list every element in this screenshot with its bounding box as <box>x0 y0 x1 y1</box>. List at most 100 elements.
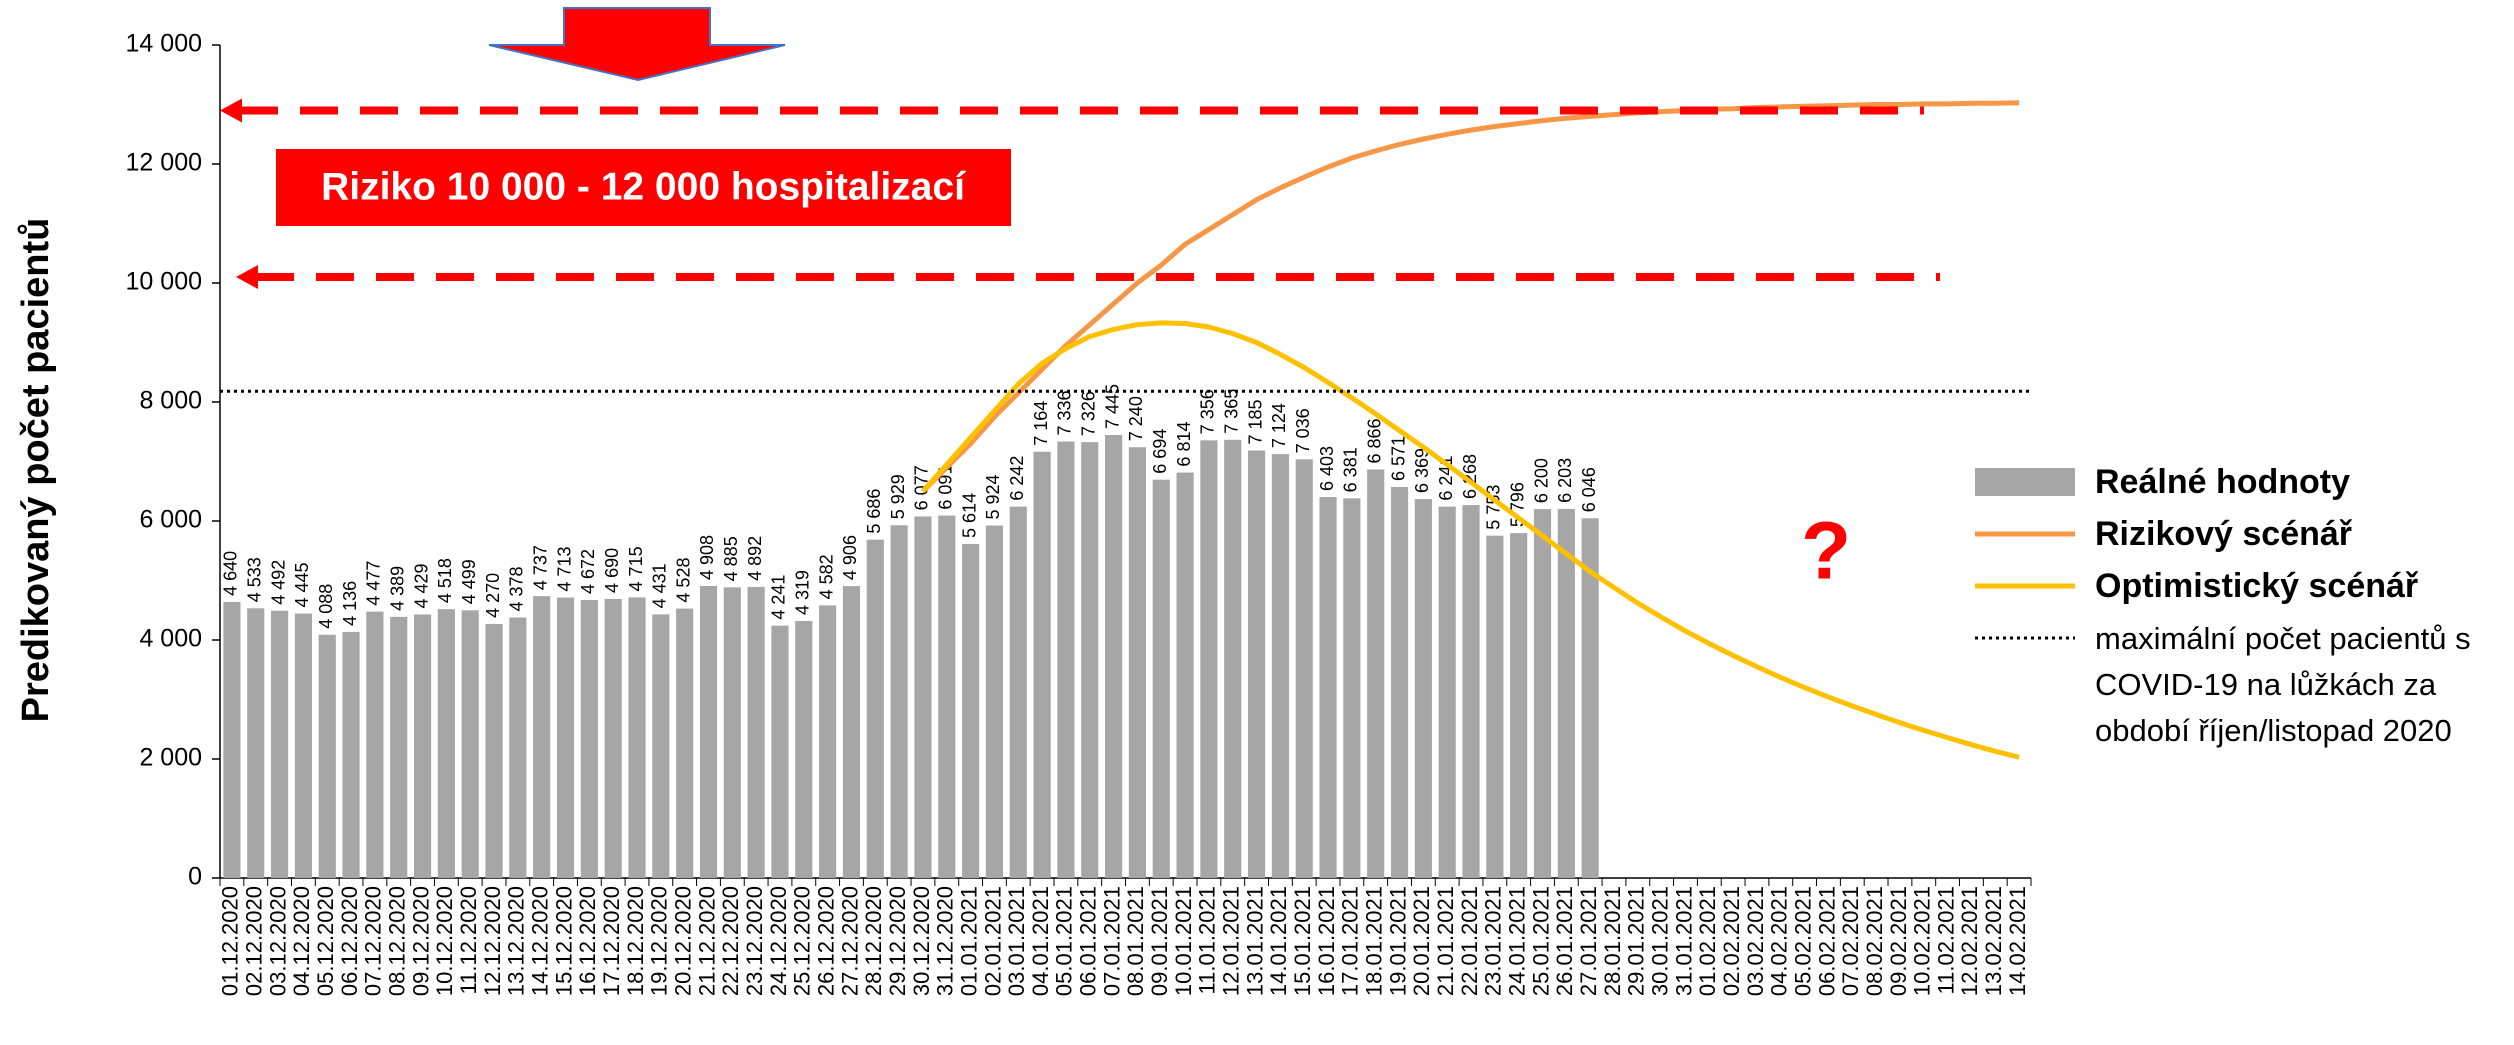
top-arrow <box>488 7 786 82</box>
y-tick-label: 14 000 <box>126 30 202 58</box>
bar <box>1510 533 1528 878</box>
value-label: 7 365 <box>1221 389 1241 434</box>
bar <box>1128 447 1146 878</box>
x-tick-label: 10.01.2021 <box>1171 886 1196 996</box>
x-tick-label: 26.12.2020 <box>813 886 838 996</box>
value-label: 7 036 <box>1293 408 1313 453</box>
x-tick-label: 04.01.2021 <box>1028 886 1053 996</box>
legend-marker <box>1975 636 2075 640</box>
x-tick-label: 01.01.2021 <box>956 886 981 996</box>
x-tick-label: 17.01.2021 <box>1338 886 1363 996</box>
x-tick-label: 20.01.2021 <box>1409 886 1434 996</box>
x-tick-label: 09.02.2021 <box>1886 886 1911 996</box>
legend-label: Optimistický scénář <box>2095 567 2419 605</box>
question-mark: ? <box>1801 506 1851 597</box>
value-label: 6 203 <box>1555 458 1575 503</box>
x-tick-label: 22.12.2020 <box>718 886 743 996</box>
bar <box>604 598 622 878</box>
bar <box>1176 472 1194 878</box>
x-tick-label: 05.12.2020 <box>313 886 338 996</box>
bar <box>985 525 1004 878</box>
bar <box>962 543 980 878</box>
value-label: 4 445 <box>292 562 312 607</box>
y-tick-label: 6 000 <box>139 506 202 534</box>
value-label: 4 378 <box>507 566 527 611</box>
x-tick-label: 15.12.2020 <box>551 886 576 996</box>
bar <box>342 631 360 878</box>
x-tick-label: 09.12.2020 <box>408 886 433 996</box>
y-axis-title: Predikovaný počet pacientů <box>15 218 57 723</box>
legend-swatch <box>1975 616 2075 660</box>
bar <box>413 614 432 878</box>
x-tick-label: 09.01.2021 <box>1147 886 1172 996</box>
bar <box>676 608 694 878</box>
bar <box>771 625 789 878</box>
risk-arrowhead <box>220 98 242 123</box>
legend-item: maximální počet pacientů s COVID-19 na l… <box>1975 616 2505 754</box>
x-tick-label: 27.01.2021 <box>1576 886 1601 996</box>
line-series <box>921 100 2020 494</box>
x-tick-label: 31.01.2021 <box>1671 886 1696 996</box>
value-label: 4 533 <box>244 557 264 602</box>
value-label: 4 088 <box>316 584 336 629</box>
legend-label: maximální počet pacientů s COVID-19 na l… <box>2095 621 2471 748</box>
x-tick-label: 18.01.2021 <box>1362 886 1387 996</box>
bar <box>223 601 241 878</box>
bar <box>747 586 765 878</box>
x-tick-label: 16.12.2020 <box>575 886 600 996</box>
value-label: 4 672 <box>578 549 598 594</box>
value-label: 4 270 <box>483 573 503 618</box>
value-label: 7 185 <box>1245 399 1265 444</box>
value-label: 4 713 <box>554 547 574 592</box>
value-label: 4 429 <box>411 563 431 608</box>
bar <box>437 609 455 878</box>
bar <box>1462 505 1480 878</box>
bar <box>1247 450 1266 878</box>
value-label: 5 614 <box>959 493 979 538</box>
x-tick-label: 24.12.2020 <box>766 886 791 996</box>
x-tick-label: 25.12.2020 <box>790 886 815 996</box>
x-tick-label: 11.02.2021 <box>1933 886 1958 994</box>
x-tick-label: 02.01.2021 <box>980 886 1005 996</box>
x-tick-label: 02.02.2021 <box>1719 886 1744 996</box>
value-label: 4 431 <box>650 563 670 608</box>
x-tick-label: 12.01.2021 <box>1219 886 1244 996</box>
x-tick-label: 04.02.2021 <box>1767 886 1792 996</box>
x-tick-label: 15.01.2021 <box>1290 886 1315 996</box>
x-tick-label: 14.02.2021 <box>2005 886 2030 996</box>
bar <box>1057 441 1075 878</box>
legend-label: Rizikový scénář <box>2095 515 2353 553</box>
x-tick-label: 20.12.2020 <box>670 886 695 996</box>
x-tick-label: 12.02.2021 <box>1957 886 1982 996</box>
value-label: 4 241 <box>769 575 789 620</box>
value-label: 5 686 <box>864 489 884 534</box>
bar <box>294 613 312 878</box>
x-tick-label: 13.12.2020 <box>504 886 529 996</box>
annotation-box <box>276 149 1011 226</box>
value-label: 7 124 <box>1269 403 1289 448</box>
x-tick-label: 25.01.2021 <box>1528 886 1553 996</box>
x-tick-label: 05.01.2021 <box>1052 886 1077 996</box>
bar <box>1557 508 1575 878</box>
bar <box>890 525 908 878</box>
value-label: 4 690 <box>602 548 622 593</box>
bar <box>1414 499 1432 878</box>
bar <box>1105 435 1123 878</box>
x-tick-label: 30.12.2020 <box>909 886 934 996</box>
value-label: 6 403 <box>1317 446 1337 491</box>
value-label: 7 164 <box>1031 401 1051 446</box>
x-tick-label: 06.12.2020 <box>337 886 362 996</box>
x-tick-label: 08.02.2021 <box>1862 886 1887 996</box>
legend-marker <box>1975 583 2075 589</box>
bar <box>1390 487 1409 878</box>
value-label: 6 200 <box>1531 458 1551 503</box>
bar <box>247 608 265 878</box>
bar <box>390 616 408 878</box>
bar <box>1533 509 1552 878</box>
value-label: 4 492 <box>268 560 288 605</box>
value-label: 4 477 <box>364 561 384 606</box>
value-label: 4 908 <box>697 535 717 580</box>
y-tick-label: 2 000 <box>139 744 202 772</box>
x-tick-label: 28.12.2020 <box>861 886 886 996</box>
